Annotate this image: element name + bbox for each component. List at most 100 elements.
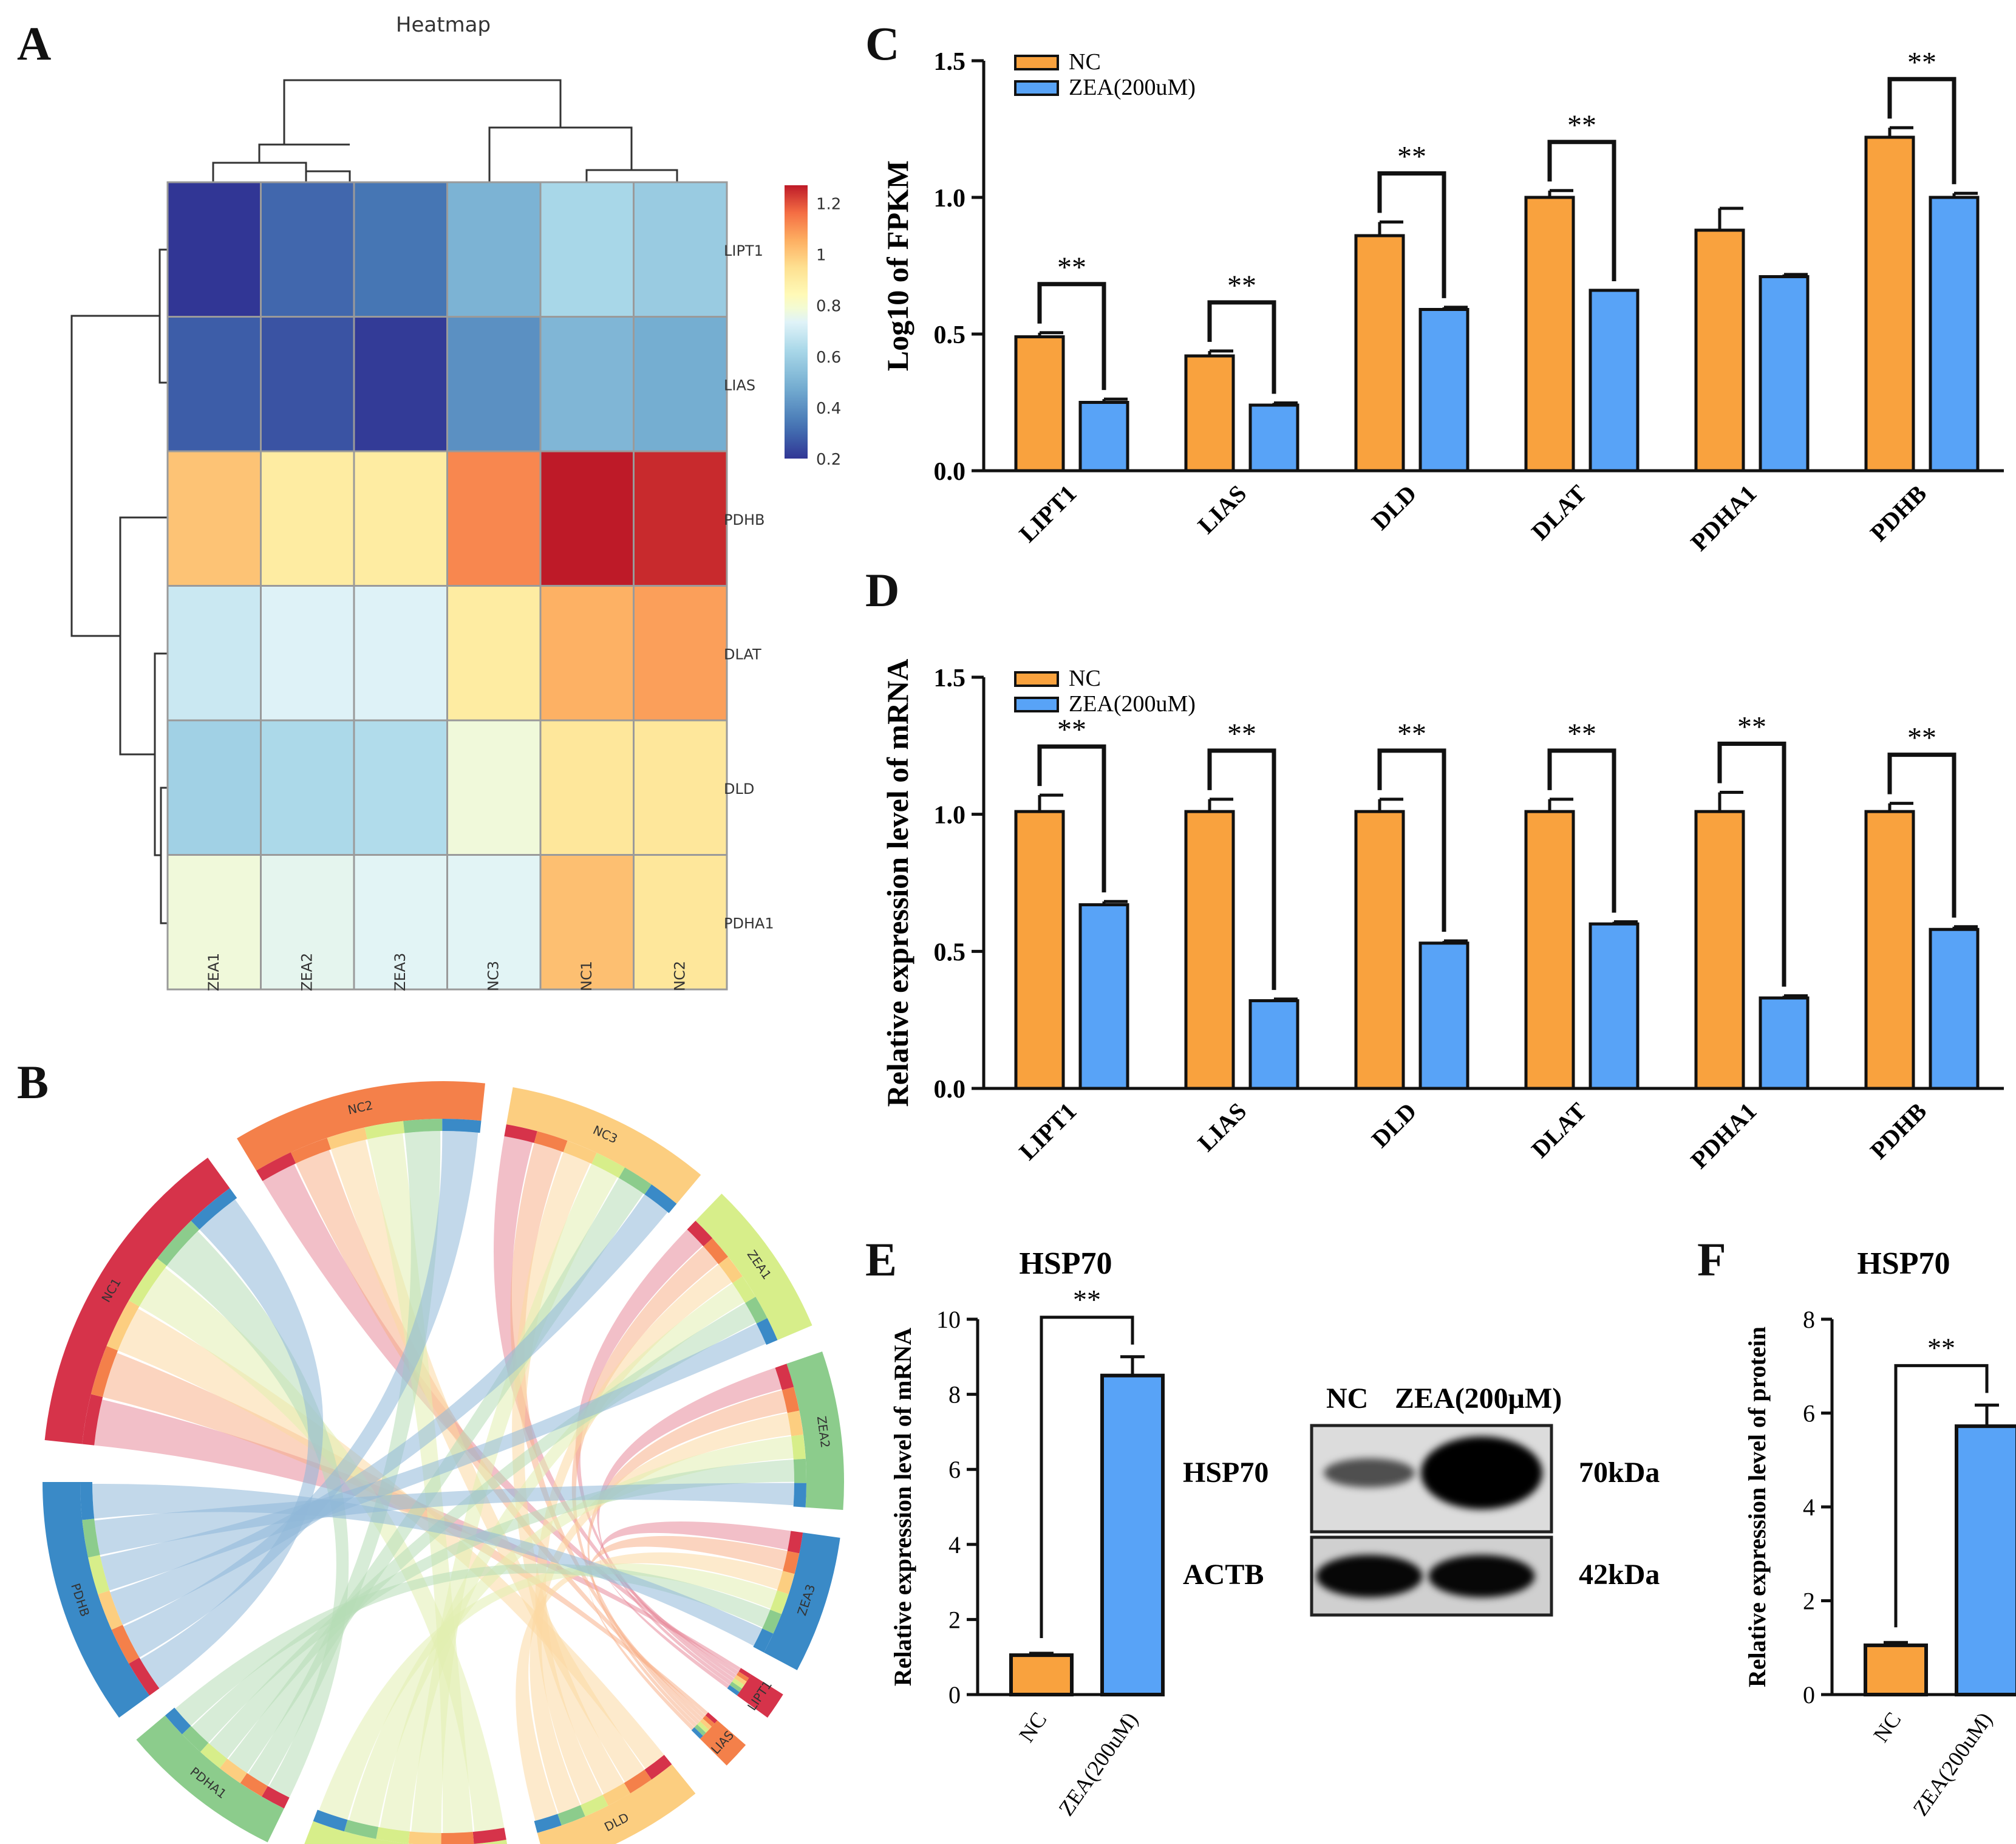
- chord-ribbon: [110, 1194, 668, 1625]
- significance-bracket: [1547, 748, 1616, 913]
- y-tick-label: 8: [1803, 1306, 1815, 1333]
- significance-bracket: [1887, 753, 1956, 918]
- sector-outer-arc: [695, 1193, 812, 1340]
- chord-ribbon: [597, 1367, 782, 1685]
- heatmap-column-label: ZEA3: [392, 953, 409, 991]
- bar-zea: [1589, 922, 1640, 1090]
- legend-label-nc: NC: [1069, 49, 1101, 75]
- sector-inner-segment: [534, 1814, 562, 1833]
- sector-inner-segment: [762, 1610, 782, 1634]
- legend-label-zea: ZEA(200uM): [1069, 75, 1196, 100]
- sector-inner-segment: [408, 1831, 441, 1844]
- bar-zea: [1248, 999, 1299, 1090]
- significance-bracket: [1894, 1364, 1989, 1628]
- bar-nc: [1184, 810, 1235, 1090]
- sector-inner-segment: [344, 1820, 379, 1839]
- significance-bracket: [1037, 282, 1106, 391]
- sector-inner-segment: [793, 1458, 806, 1483]
- y-tick-label: 6: [1803, 1400, 1815, 1427]
- y-tick-label: 2: [948, 1606, 961, 1633]
- chord-ribbon: [118, 1308, 664, 1769]
- y-tick-label: 4: [948, 1531, 961, 1559]
- y-tick-label: 0: [948, 1681, 961, 1709]
- heatmap-column-label: ZEA2: [298, 953, 315, 991]
- sector-inner-segment: [591, 1153, 625, 1178]
- sector-inner-segment: [557, 1805, 585, 1826]
- significance-bracket: [1547, 140, 1616, 281]
- colorbar-bar: [785, 185, 808, 459]
- sector-inner-segment: [313, 1809, 348, 1832]
- sector-inner-segment: [82, 1394, 103, 1446]
- bar-nc: [1524, 810, 1575, 1090]
- significance-bracket: [1040, 1316, 1134, 1639]
- y-axis-label: Relative expression level of mRNA: [889, 1328, 916, 1686]
- legend-label-zea: ZEA(200uM): [1069, 691, 1196, 717]
- sector-outer-arc: [237, 1081, 485, 1171]
- chord-ribbon: [319, 1563, 777, 1820]
- sector-inner-segment: [732, 1678, 744, 1689]
- significance-stars: **: [1227, 718, 1256, 750]
- y-tick-label: 1.0: [934, 185, 966, 213]
- bar-nc: [1014, 335, 1065, 473]
- sector-inner-segment: [727, 1685, 740, 1696]
- heatmap-cell: [260, 719, 355, 856]
- chord-ribbon: [123, 1130, 478, 1658]
- sector-inner-segment: [90, 1345, 118, 1398]
- sector-outer-arc: [764, 1532, 840, 1670]
- significance-bracket: [1377, 171, 1446, 298]
- legend-swatch-nc: [1014, 55, 1059, 70]
- heatmap-cell: [166, 450, 262, 587]
- bar-zea: [1929, 927, 1980, 1090]
- sector-inner-segment: [738, 1668, 752, 1678]
- sector-inner-segment: [619, 1167, 652, 1195]
- heatmap-row-label: DLAT: [724, 646, 761, 663]
- significance-stars: **: [1567, 109, 1596, 142]
- legend-swatch-zea: [1014, 697, 1059, 712]
- heatmap-cell: [353, 316, 448, 452]
- heatmap-column-label: NC1: [578, 961, 595, 991]
- colorbar-tick-label: 1.2: [816, 195, 841, 213]
- colorbar-tick-label: 0.8: [816, 298, 841, 316]
- bar-nc: [1524, 196, 1575, 473]
- sector-inner-segment: [644, 1755, 672, 1780]
- heatmap-cell: [539, 719, 635, 856]
- bar-nc: [1864, 1643, 1928, 1696]
- legend-label-nc: NC: [1069, 666, 1101, 691]
- sector-inner-segment: [200, 1743, 228, 1769]
- sector-inner-segment: [734, 1675, 747, 1685]
- significance-stars: **: [1397, 718, 1426, 750]
- sector-outer-arc: [506, 1087, 701, 1204]
- bar-zea: [1100, 1373, 1165, 1696]
- colorbar-tick-label: 1: [816, 247, 826, 265]
- panel-label-b: B: [17, 1056, 49, 1108]
- significance-stars: **: [1227, 270, 1256, 302]
- sector-inner-segment: [624, 1769, 652, 1794]
- bar-nc: [1354, 234, 1405, 473]
- heatmap-row-label: PDHB: [724, 511, 765, 528]
- significance-stars: **: [1073, 1284, 1101, 1315]
- heatmap-column-label: ZEA1: [205, 953, 222, 991]
- significance-stars: **: [1057, 714, 1086, 746]
- sector-inner-segment: [98, 1590, 123, 1630]
- chord-ribbon: [571, 1246, 718, 1724]
- significance-bracket: [1377, 748, 1446, 932]
- sector-inner-segment: [732, 1276, 756, 1303]
- chord-ribbon: [94, 1399, 741, 1672]
- bar-zea: [1248, 403, 1299, 473]
- chord-ribbon: [411, 1164, 618, 1833]
- panel-label-e: E: [865, 1233, 897, 1286]
- heatmap-cell: [353, 585, 448, 722]
- heatmap-cell: [539, 450, 635, 587]
- sector-inner-segment: [534, 1131, 568, 1152]
- column-dendrogram: [212, 79, 678, 182]
- y-tick-label: 0.0: [934, 1076, 966, 1104]
- heatmap-title: Heatmap: [396, 13, 491, 37]
- heatmap-cell: [446, 450, 542, 587]
- y-tick-label: 1.0: [934, 802, 966, 830]
- sector-inner-segment: [256, 1152, 296, 1181]
- y-axis-label: Log10 of FPKM: [880, 160, 914, 371]
- chord-ribbon: [380, 1283, 745, 1832]
- significance-stars: **: [1737, 711, 1766, 743]
